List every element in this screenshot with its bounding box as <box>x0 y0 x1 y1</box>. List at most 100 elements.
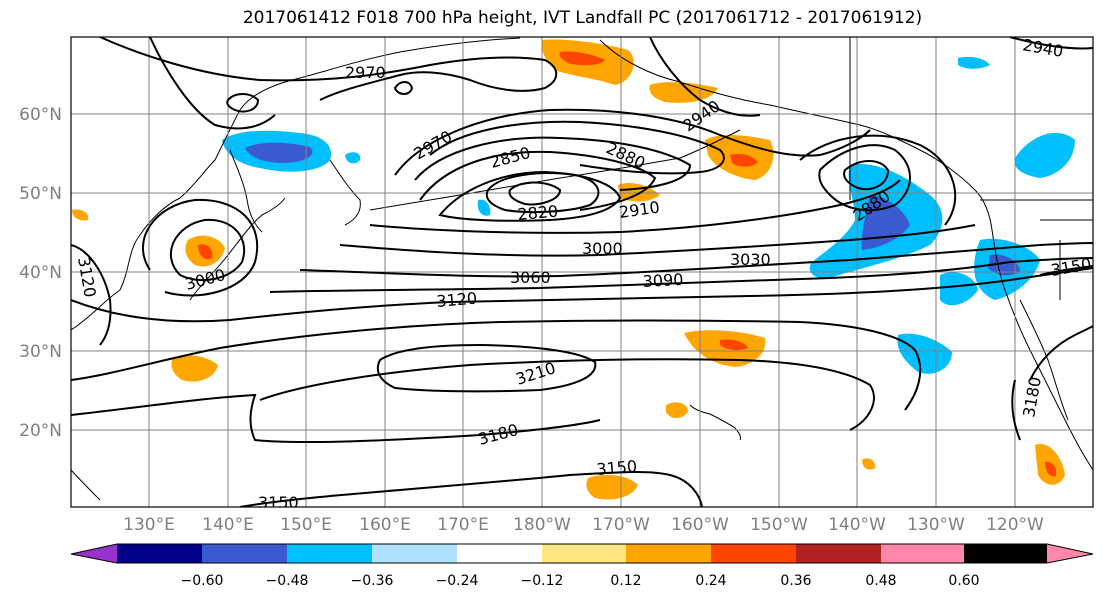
colorbar-tick-label: 0.36 <box>780 573 811 589</box>
height-contours <box>71 37 1093 507</box>
lon-label: 180°W <box>513 515 571 535</box>
contour-2850 <box>419 150 657 211</box>
map-frame <box>70 36 1094 508</box>
coastline-kamchatka <box>329 159 361 226</box>
shading-negative-yukon <box>958 56 990 69</box>
lon-label: 130°W <box>907 515 965 535</box>
lat-label: 40°N <box>19 263 62 283</box>
colorbar-outline <box>70 543 1094 564</box>
shading-positive-central-pacific <box>684 330 766 367</box>
contour-label: 3150 <box>258 493 299 512</box>
contour-3180-east-2 <box>1011 379 1021 441</box>
coastline-hawaii <box>689 404 741 441</box>
lat-label: 60°N <box>19 105 62 125</box>
lon-label: 130°E <box>123 515 175 535</box>
coastline-baja <box>1019 299 1069 421</box>
contour-label: 2820 <box>517 202 559 224</box>
colorbar-bin <box>626 544 711 563</box>
coastline-japan <box>189 197 286 301</box>
colorbar-extend-low <box>71 544 117 563</box>
contour-2940-ne <box>1009 37 1093 50</box>
contour-3120-west <box>71 244 112 346</box>
shading-negative-subtropical <box>897 333 952 374</box>
lon-label: 140°W <box>828 515 886 535</box>
shading-negative-california-core <box>988 254 1020 276</box>
shading-positive-tropics <box>586 474 638 500</box>
contour-2970-west <box>149 37 276 130</box>
colorbar-bin <box>796 544 881 563</box>
longitude-labels: 130°E 140°E 150°E 160°E 170°E 180°W 170°… <box>123 515 1044 535</box>
contour-2910-upper <box>429 120 725 175</box>
colorbar-bin <box>372 544 457 563</box>
lon-label: 140°E <box>202 515 254 535</box>
colorbar-bin <box>964 544 1047 563</box>
colorbar-tick-label: −0.24 <box>436 573 479 589</box>
shading-positive-japan-core <box>198 244 213 260</box>
contour-3030-japan <box>142 198 259 297</box>
contour-3030 <box>339 224 976 257</box>
lat-label: 30°N <box>19 342 62 362</box>
colorbar-tick-label: −0.48 <box>266 573 309 589</box>
colorbar-bin <box>287 544 372 563</box>
lon-label: 160°E <box>359 515 411 535</box>
shading-positive-aleutian <box>618 183 660 202</box>
contour-2970-north <box>99 37 558 101</box>
contour-3180-east <box>1029 325 1093 381</box>
lon-label: 160°W <box>671 515 729 535</box>
shading-negative-okhotsk-core <box>245 142 313 163</box>
contour-2820 <box>485 172 600 214</box>
shading-negative-low-center <box>477 199 491 216</box>
colorbar-tick-label: 0.60 <box>948 573 979 589</box>
contour-3060 <box>299 242 1093 278</box>
contour-3090 <box>269 257 1093 293</box>
map-title: 2017061412 F018 700 hPa height, IVT Land… <box>242 8 923 28</box>
contour-3150 <box>71 319 922 411</box>
colorbar-tick-label: 0.48 <box>865 573 896 589</box>
contour-2910-east <box>799 134 957 226</box>
contour-2820-outer <box>438 170 622 222</box>
contour-3210 <box>376 343 597 393</box>
latitude-labels: 60°N 50°N 40°N 30°N 20°N <box>19 105 62 441</box>
coastline-aleutians <box>369 129 741 211</box>
contour-label: 3030 <box>730 250 771 269</box>
colorbar-bin <box>117 544 202 563</box>
colorbar <box>70 543 1094 564</box>
lon-label: 150°W <box>750 515 808 535</box>
contour-label: 3120 <box>436 289 478 311</box>
shading-negative-canada <box>1014 132 1075 178</box>
colorbar-bin <box>881 544 964 563</box>
shading-positive-bering-east <box>649 82 718 103</box>
contour-3150-east <box>1039 265 1093 276</box>
colorbar-tick-label: 0.12 <box>610 573 641 589</box>
colorbar-bin <box>457 544 542 563</box>
shading-positive-central-pacific-core <box>720 339 748 351</box>
contour-label: 3090 <box>642 270 684 291</box>
lon-label: 120°W <box>986 515 1044 535</box>
coastline-sakhalin <box>229 149 263 233</box>
lon-label: 170°W <box>592 515 650 535</box>
colorbar-tick-label: 0.24 <box>695 573 726 589</box>
contour-3000-japan <box>169 218 246 282</box>
shading-positive-west-edge <box>72 209 89 221</box>
shading-positive-west-pacific <box>171 355 218 382</box>
colorbar-tick-label: −0.60 <box>181 573 224 589</box>
lon-label: 170°E <box>437 515 489 535</box>
coastline-philippines <box>71 469 101 501</box>
shading-positive-alaska-core <box>730 153 758 167</box>
contour-closed-small-2 <box>393 81 414 95</box>
colorbar-tick-label: −0.12 <box>521 573 564 589</box>
coastline-asia <box>71 37 521 331</box>
contour-2880 <box>414 136 692 191</box>
contour-label: 3060 <box>510 268 551 287</box>
contour-3180 <box>259 358 875 431</box>
lon-label: 150°E <box>280 515 332 535</box>
colorbar-bin <box>711 544 796 563</box>
contour-3120 <box>71 267 1093 323</box>
shading-positive-small-east <box>862 458 876 470</box>
shading-positive-mexico-core <box>1045 461 1057 477</box>
contour-closed-small <box>226 93 260 113</box>
shading-negative-offshore <box>940 272 978 306</box>
lat-label: 50°N <box>19 184 62 204</box>
colorbar-tick-label: −0.36 <box>351 573 394 589</box>
